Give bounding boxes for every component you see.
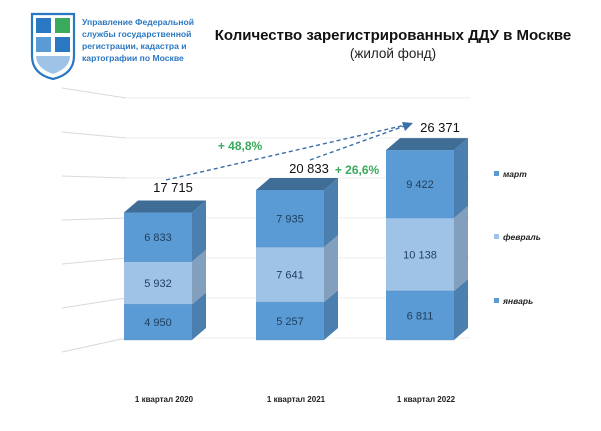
bar-top [256, 178, 338, 191]
legend-label: январь [502, 296, 533, 306]
legend-swatch [494, 298, 499, 303]
data-label: 5 932 [144, 278, 172, 290]
total-label: 26 371 [420, 120, 460, 135]
gridline [61, 175, 127, 179]
bar-segment-side [192, 249, 206, 305]
bar-segment-side [324, 290, 338, 340]
category-label: 1 квартал 2021 [267, 395, 326, 404]
legend-label: февраль [503, 232, 541, 242]
data-label: 9 422 [406, 179, 434, 191]
growth-label: + 26,6% [335, 163, 380, 177]
bar-segment-front [386, 217, 454, 291]
bar-segment-front [124, 212, 192, 262]
org-line: Управление Федеральной [82, 17, 195, 27]
bar-segment-side [192, 292, 206, 340]
chart-subtitle: (жилой фонд) [349, 46, 437, 61]
bar-segment-side [192, 200, 206, 262]
org-line: службы государственной [82, 29, 192, 40]
bar-segment-front [256, 190, 324, 248]
gridline [61, 257, 127, 265]
data-label: 10 138 [403, 249, 437, 261]
legend-swatch [494, 171, 499, 176]
growth-label: + 48,8% [218, 139, 263, 153]
data-label: 6 811 [407, 310, 434, 322]
category-label: 1 квартал 2022 [397, 395, 456, 404]
org-line: регистрации, кадастра и [82, 41, 187, 52]
data-label: 7 641 [276, 270, 304, 282]
bar-segment-side [454, 278, 468, 340]
bar-segment-front [386, 150, 454, 218]
bar-segment-side [324, 235, 338, 303]
total-label: 20 833 [289, 161, 329, 176]
arrowhead-icon [402, 122, 413, 131]
category-label: 1 квартал 2020 [135, 395, 194, 404]
organization-name: Управление Федеральной службы государств… [82, 16, 210, 64]
data-label: 4 950 [144, 317, 172, 329]
bar-segment-side [324, 178, 338, 248]
bar-segment-front [256, 247, 324, 303]
bar-segment-front [124, 304, 192, 340]
bar-segment-front [386, 290, 454, 340]
total-label: 17 715 [153, 180, 193, 195]
bar-segment-front [256, 302, 324, 340]
gridline [61, 337, 127, 353]
gridline [61, 87, 127, 99]
gridline [61, 297, 127, 309]
bar-segment-side [454, 205, 468, 291]
legend-swatch [494, 234, 499, 239]
gridline [61, 131, 127, 139]
bar-segment-side [454, 138, 468, 218]
org-line: картографии по Москве [82, 53, 184, 64]
legend-label: март [503, 169, 527, 179]
rosreestr-logo-icon [30, 12, 76, 80]
chart-title: Количество зарегистрированных ДДУ в Моск… [214, 27, 572, 44]
bar-top [124, 200, 206, 213]
bar-top [386, 138, 468, 151]
data-label: 7 935 [276, 214, 304, 226]
gridline [61, 217, 127, 221]
growth-arrow [309, 123, 411, 161]
data-label: 6 833 [144, 232, 172, 244]
data-label: 5 257 [276, 316, 304, 328]
bar-segment-front [124, 261, 192, 305]
